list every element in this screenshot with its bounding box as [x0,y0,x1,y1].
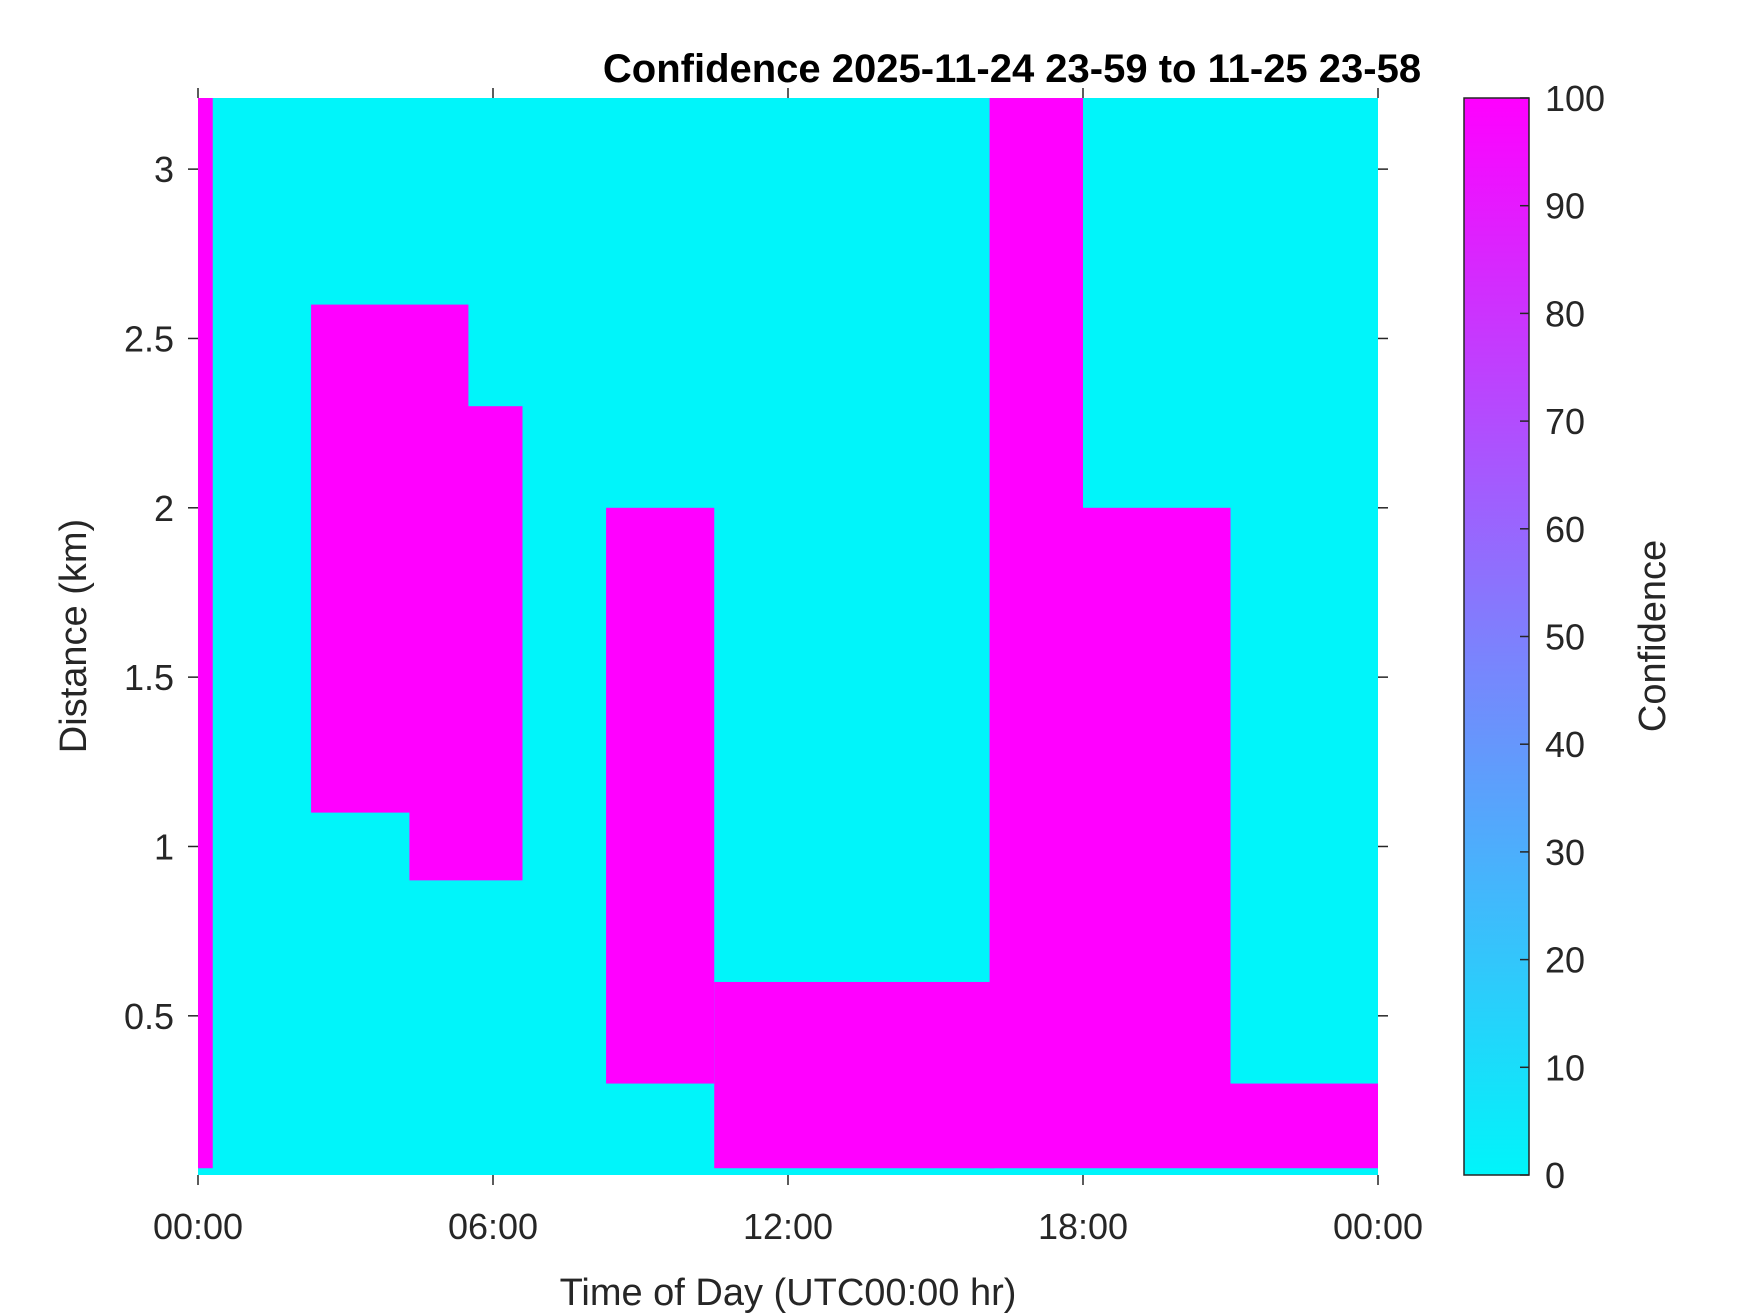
x-tick-label: 06:00 [448,1206,538,1247]
heatmap-region [198,98,213,1169]
heatmap-region [989,98,1083,1169]
y-tick-label: 1 [154,826,174,867]
y-axis-label: Distance (km) [53,519,95,753]
y-tick-label: 3 [154,149,174,190]
chart-title: Confidence 2025-11-24 23-59 to 11-25 23-… [603,47,1421,91]
y-tick-label: 2 [154,488,174,529]
colorbar-ticks: 0 10 20 30 40 50 60 70 80 90 100 [1520,78,1605,1196]
colorbar-tick-label: 0 [1545,1155,1565,1196]
heatmap-region [1083,507,1231,1169]
x-tick-label: 12:00 [743,1206,833,1247]
heatmap-area [198,98,1378,1175]
colorbar-tick-label: 70 [1545,401,1585,442]
heatmap-cells [198,98,1378,1169]
heatmap-region [1230,1083,1378,1169]
x-tick-label: 00:00 [1333,1206,1423,1247]
x-tick-label: 00:00 [153,1206,243,1247]
heatmap-region [606,507,715,1084]
x-axis: 00:00 06:00 12:00 18:00 00:00 [153,88,1423,1247]
colorbar-tick-label: 30 [1545,832,1585,873]
colorbar-tick-label: 80 [1545,293,1585,334]
colorbar [1463,97,1530,1176]
y-tick-label: 1.5 [124,657,174,698]
y-tick-label: 0.5 [124,996,174,1037]
heatmap-region [409,406,523,881]
heatmap-region [714,981,995,1169]
colorbar-tick-label: 60 [1545,509,1585,550]
colorbar-tick-label: 40 [1545,724,1585,765]
x-axis-label: Time of Day (UTC00:00 hr) [560,1272,1017,1313]
y-axis: 0.5 1 1.5 2 2.5 3 [124,149,1388,1037]
y-tick-label: 2.5 [124,318,174,359]
colorbar-label: Confidence [1632,540,1674,732]
colorbar-tick-label: 10 [1545,1047,1585,1088]
colorbar-tick-label: 20 [1545,940,1585,981]
x-tick-label: 18:00 [1038,1206,1128,1247]
colorbar-tick-label: 90 [1545,186,1585,227]
colorbar-tick-label: 50 [1545,617,1585,658]
colorbar-tick-label: 100 [1545,78,1605,119]
